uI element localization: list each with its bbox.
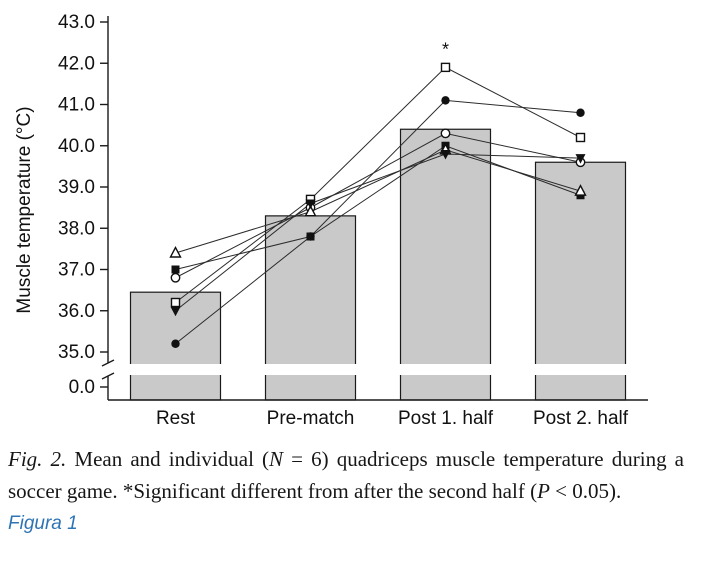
caption-part: < 0.05). xyxy=(549,478,622,503)
marker-triangle-down-filled xyxy=(305,199,316,209)
marker-triangle-open xyxy=(574,184,587,196)
marker-square-open xyxy=(170,297,181,308)
y-tick-label: 0.0 xyxy=(69,377,95,398)
axes xyxy=(101,16,648,401)
caption-part: Fig. 2. xyxy=(8,447,67,471)
marker-circle-filled xyxy=(171,339,180,348)
x-category-label: Rest xyxy=(156,408,196,429)
subject-line xyxy=(175,66,581,303)
marker-square-filled xyxy=(306,232,315,241)
marker-circle-open xyxy=(170,272,181,283)
significance-asterisk: * xyxy=(442,39,449,59)
y-tick-label: 39.0 xyxy=(58,177,95,198)
x-category-labels: Rest Pre-match Post 1. half Post 2. half xyxy=(156,408,629,429)
subject-line xyxy=(175,132,581,279)
mean-bars xyxy=(129,128,627,401)
figure-caption: Fig. 2. Mean and individual (N = 6) quad… xyxy=(8,444,684,507)
marker-triangle-down-filled xyxy=(170,306,181,317)
marker-circle-filled xyxy=(441,96,450,105)
marker-triangle-down-filled xyxy=(440,150,451,160)
y-tick-label: 40.0 xyxy=(58,136,95,157)
marker-triangle-down-filled xyxy=(575,154,586,164)
muscle-temperature-chart: 0.0 35.0 36.0 37.0 38.0 39.0 40.0 41.0 42.0 43.0 M… xyxy=(14,12,648,429)
subject-line xyxy=(175,153,581,312)
subject-line xyxy=(175,99,581,345)
caption-part: P xyxy=(537,478,550,503)
figure-label: Figura 1 xyxy=(8,513,78,534)
x-category-label: Post 1. half xyxy=(398,408,494,429)
marker-circle-open xyxy=(440,128,451,139)
axis-break-stripe xyxy=(109,364,648,375)
y-ticks: 0.0 35.0 36.0 37.0 38.0 39.0 40.0 41.0 42.0 43.0 xyxy=(58,12,108,398)
marker-square-open xyxy=(440,62,451,73)
y-tick-label: 35.0 xyxy=(58,342,95,363)
marker-square-open xyxy=(575,132,586,143)
marker-circle-filled xyxy=(576,108,585,117)
caption-part: = 6) quadriceps muscle temperature durin… xyxy=(8,447,684,503)
subject-line xyxy=(175,149,581,254)
y-tick-label: 36.0 xyxy=(58,301,95,322)
caption-part: N xyxy=(269,447,284,471)
marker-square-filled xyxy=(171,265,180,274)
marker-triangle-open xyxy=(169,245,182,258)
y-tick-label: 43.0 xyxy=(58,12,95,33)
x-category-label: Post 2. half xyxy=(533,408,629,429)
subject-markers xyxy=(169,62,587,348)
y-tick-label: 41.0 xyxy=(58,95,95,116)
y-tick-label: 42.0 xyxy=(58,53,95,74)
y-tick-label: 38.0 xyxy=(58,218,95,239)
mean-bar xyxy=(399,128,492,401)
x-category-label: Pre-match xyxy=(267,408,355,429)
subject-line xyxy=(175,145,581,270)
caption-part: Mean and individual ( xyxy=(66,447,270,471)
y-axis-label: Muscle temperature (°C) xyxy=(14,106,35,313)
subject-lines xyxy=(175,66,581,345)
y-tick-label: 37.0 xyxy=(58,260,95,281)
marker-triangle-open xyxy=(304,204,317,217)
